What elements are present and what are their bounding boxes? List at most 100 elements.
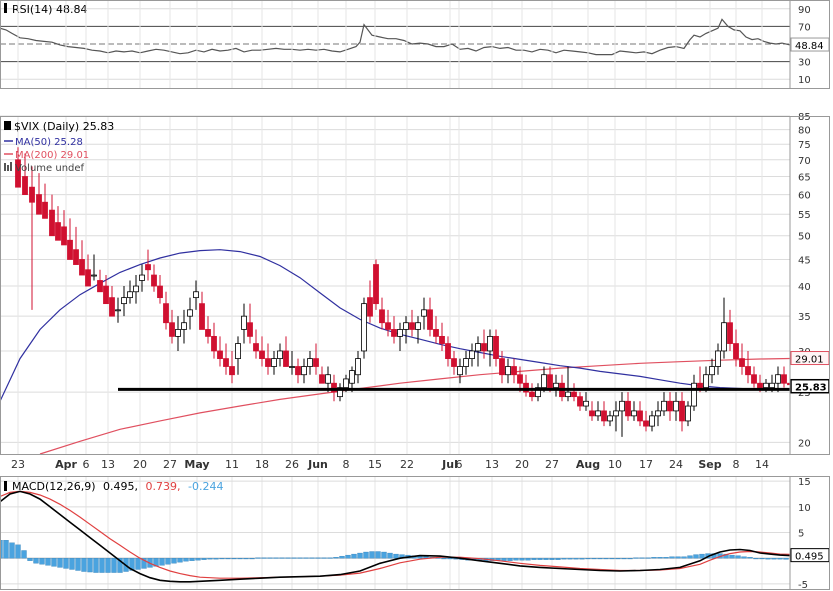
price-ytick-label: 70 (798, 156, 811, 167)
candle-body (577, 396, 583, 407)
candle (565, 366, 571, 402)
candle-body (397, 329, 403, 337)
candle (697, 366, 703, 393)
candle-body (637, 410, 643, 422)
candle-body (703, 374, 709, 389)
candle (463, 350, 469, 375)
rsi-panel: 1030507090 RSI(14) 48.84 48.84 (0, 3, 830, 86)
x-tick-label: 17 (639, 458, 653, 471)
histogram-bar (93, 558, 99, 573)
histogram-bar (81, 558, 87, 572)
candle (637, 401, 643, 427)
histogram-bar (555, 558, 561, 560)
candle-body (73, 249, 79, 265)
x-tick-label: 27 (545, 458, 559, 471)
candle (529, 383, 535, 402)
rsi-title: RSI(14) 48.84 (12, 3, 87, 16)
candle (379, 297, 385, 330)
candle (673, 392, 679, 421)
candle-body (565, 391, 571, 398)
candle-body (301, 366, 307, 376)
histogram-bar (165, 558, 171, 565)
candle-body (679, 400, 685, 422)
x-tick-label: 14 (755, 458, 769, 471)
panel-frame (0, 476, 830, 590)
candle (493, 329, 499, 367)
histogram-bar (15, 544, 21, 559)
histogram-bar (369, 551, 375, 559)
histogram-bar (597, 558, 603, 560)
histogram-bar (777, 558, 783, 560)
candle (583, 392, 589, 411)
histogram-bar (297, 557, 303, 559)
candle-body (223, 358, 229, 367)
histogram-bar (315, 557, 321, 559)
candle-body (553, 382, 559, 389)
candle-body (22, 176, 28, 195)
candle-body (187, 309, 193, 317)
candle-body (343, 378, 349, 389)
candle-body (349, 370, 355, 384)
histogram-bar (525, 558, 531, 561)
candle (22, 153, 28, 195)
histogram-bar (549, 558, 555, 560)
candle (277, 343, 283, 367)
candle (553, 374, 559, 397)
candle (307, 350, 313, 375)
histogram-bar (519, 558, 525, 561)
candle-body (151, 274, 157, 287)
candle-body (337, 387, 343, 398)
candle (295, 358, 301, 384)
candle-body (253, 343, 259, 352)
histogram-bar (363, 551, 369, 559)
rsi-line (0, 18, 791, 56)
histogram-bar (201, 558, 207, 560)
candle (79, 240, 85, 276)
x-tick-label: 23 (11, 458, 25, 471)
histogram-bar (261, 557, 267, 559)
price-ytick-label: 85 (798, 112, 811, 123)
histogram-bar (45, 558, 51, 566)
histogram-bar (447, 558, 453, 560)
candle (97, 269, 103, 293)
candle-body (499, 358, 505, 376)
candle (157, 275, 163, 304)
x-tick-label: 26 (285, 458, 299, 471)
price-ytick-label: 80 (798, 126, 811, 137)
candle (391, 316, 397, 344)
candle-body (331, 382, 337, 393)
candle-body (757, 382, 763, 389)
histogram-bar (609, 558, 615, 560)
candle (337, 383, 343, 402)
candle (283, 336, 289, 367)
rsi-value-label: 48.84 (795, 41, 824, 52)
x-tick-label: 22 (400, 458, 414, 471)
candle (667, 392, 673, 421)
histogram-bar (759, 558, 765, 560)
candle-body (451, 358, 457, 367)
candle (685, 401, 691, 427)
candle-body (781, 374, 787, 384)
candle-body (199, 303, 205, 330)
candle (175, 316, 181, 351)
macd-legend-icon (4, 481, 7, 491)
candle-body (385, 322, 391, 330)
histogram-bar (9, 542, 15, 559)
histogram-bar (183, 558, 189, 562)
histogram-bar (285, 557, 291, 559)
candle (139, 264, 145, 292)
macd-title: MACD(12,26,9) (12, 480, 96, 493)
histogram-bar (111, 558, 117, 573)
candle (73, 226, 79, 265)
histogram-bar (69, 558, 75, 570)
candle (265, 343, 271, 375)
histogram-bar (675, 556, 681, 559)
ma50-legend-label: MA(50) 25.28 (15, 137, 83, 148)
candle (415, 316, 421, 344)
candle (319, 366, 325, 384)
histogram-bar (129, 558, 135, 571)
candle-body (133, 285, 139, 293)
candle (127, 280, 133, 304)
candle (775, 366, 781, 393)
